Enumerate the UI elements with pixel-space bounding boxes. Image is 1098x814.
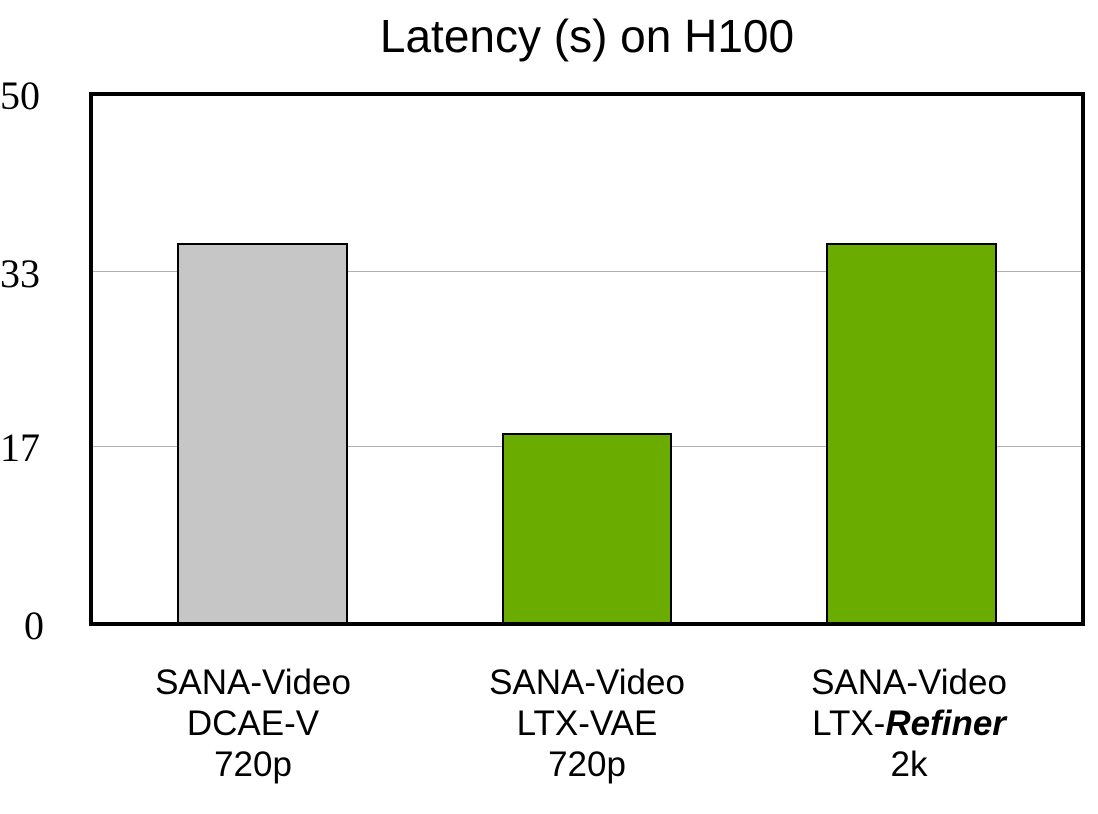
x-label-dcae-v-720p: SANA-Video DCAE-V 720p — [103, 662, 403, 785]
y-tick-33: 33 — [0, 251, 40, 296]
chart-title: Latency (s) on H100 — [379, 10, 795, 62]
y-tick-50: 50 — [0, 73, 40, 118]
y-tick-0: 0 — [24, 603, 44, 648]
x-label-ltx-refiner-2k: SANA-Video LTX-Refiner 2k — [759, 662, 1059, 785]
bar-ltx-refiner-2k — [826, 243, 997, 622]
y-tick-17: 17 — [0, 425, 40, 470]
x-label-line2: LTX-Refiner — [759, 703, 1059, 744]
x-label-prefix: LTX- — [812, 704, 886, 743]
plot-area — [89, 92, 1085, 626]
bar-ltx-vae-720p — [502, 433, 672, 622]
gridline-33 — [93, 271, 1081, 272]
x-label-line1: SANA-Video — [811, 663, 1007, 702]
bar-dcae-v-720p — [177, 243, 348, 622]
x-label-line1: SANA-Video — [489, 663, 685, 702]
x-label-ltx-vae-720p: SANA-Video LTX-VAE 720p — [437, 662, 737, 785]
x-label-line3: 720p — [548, 745, 626, 784]
x-label-line2: LTX-VAE — [516, 704, 658, 743]
x-label-line2: DCAE-V — [186, 704, 320, 743]
x-label-line1: SANA-Video — [155, 663, 351, 702]
x-label-line3: 720p — [214, 745, 292, 784]
x-label-line3: 2k — [890, 745, 928, 784]
x-label-emphasis: Refiner — [885, 704, 1006, 743]
